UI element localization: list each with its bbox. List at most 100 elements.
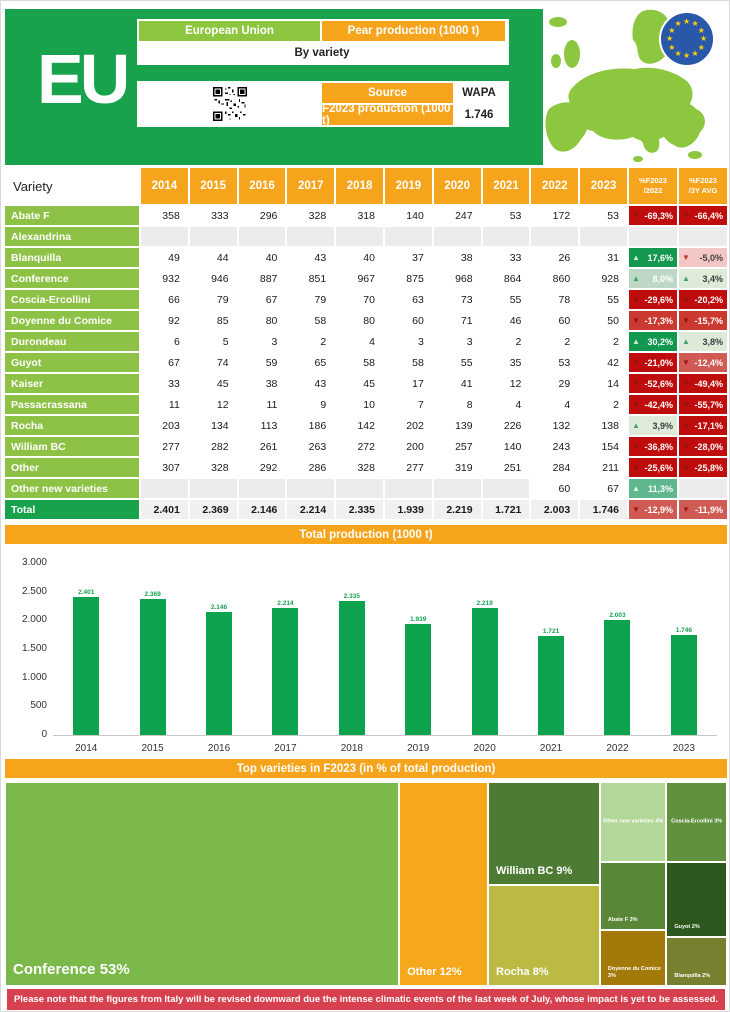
y-axis-tick: 2.500 [21, 585, 47, 597]
treemap-block: Other new varieties 4% [599, 782, 667, 862]
star-icon: ★ [666, 34, 674, 43]
row-label: Doyenne du Comice [5, 311, 139, 330]
value-cell: 2.369 [189, 500, 237, 519]
pct-change-cell: ▼ -15,7% [678, 311, 727, 330]
bar [471, 607, 498, 735]
value-cell: 50 [580, 311, 627, 330]
treemap-block-label: Rocha 8% [496, 966, 549, 979]
pct-change-cell: ▼ -25,8% [678, 458, 727, 477]
row-label: Total [5, 500, 139, 519]
value-cell: 2.219 [433, 500, 481, 519]
value-cell: 2.146 [238, 500, 286, 519]
value-cell: 292 [238, 458, 286, 477]
x-axis-labels: 2014 2015 2016 2017 2018 2019 2020 2021 2022 2023 [53, 743, 717, 754]
column-header-year: 2020 [433, 168, 481, 204]
star-icon: ★ [683, 51, 691, 60]
value-cell [433, 479, 481, 498]
pct-change-cell [678, 227, 727, 246]
up-arrow-icon: ▲ [631, 253, 640, 262]
value-cell [287, 479, 335, 498]
value-cell: 63 [384, 290, 432, 309]
treemap-block-label: Other new varieties 4% [603, 818, 664, 825]
value-cell: 932 [141, 269, 188, 288]
treemap-block-label: Blanquilla 2% [674, 973, 711, 980]
footer-note: Please note that the figures from Italy … [7, 989, 725, 1010]
pct-change-cell: ▼ -11,9% [678, 500, 727, 519]
value-cell: 202 [384, 416, 432, 435]
value-cell: 3 [238, 332, 286, 351]
treemap-block: Conference 53% [5, 782, 400, 986]
down-arrow-icon: ▼ [681, 316, 690, 325]
pct-value: -5,0% [699, 252, 723, 263]
x-axis-label: 2021 [539, 743, 563, 754]
value-cell: 1.721 [482, 500, 530, 519]
value-cell: 318 [336, 206, 383, 225]
row-label: Abate F [5, 206, 139, 225]
value-cell: 2.335 [336, 500, 383, 519]
row-label: Kaiser [5, 374, 139, 393]
pct-value: -21,0% [644, 357, 673, 368]
down-arrow-icon: ▼ [631, 358, 640, 367]
value-cell: 70 [336, 290, 383, 309]
treemap-block: Blanquilla 2% [666, 937, 727, 986]
y-axis-tick: 500 [30, 700, 47, 712]
value-cell: 11 [141, 395, 188, 414]
treemap-block-label: Conference 53% [13, 961, 130, 979]
value-cell: 49 [141, 248, 188, 267]
bar-column: 2.214 [252, 563, 318, 735]
value-cell: 37 [384, 248, 432, 267]
value-cell [141, 227, 188, 246]
value-cell: 138 [580, 416, 627, 435]
treemap-block: Doyenne du Comice 3% [599, 929, 667, 986]
value-cell [189, 479, 237, 498]
down-arrow-icon: ▼ [631, 316, 640, 325]
value-cell: 26 [531, 248, 579, 267]
value-cell: 3 [433, 332, 481, 351]
down-arrow-icon: ▼ [631, 442, 640, 451]
value-cell: 41 [433, 374, 481, 393]
y-axis-tick: 3.000 [21, 557, 47, 568]
star-icon: ★ [668, 25, 676, 35]
bar-value-label: 2.219 [476, 599, 493, 607]
value-cell: 17 [384, 374, 432, 393]
bar-column: 2.003 [584, 563, 650, 735]
value-cell [384, 227, 432, 246]
value-cell: 134 [189, 416, 237, 435]
row-label: Blanquilla [5, 248, 139, 267]
pct-value: -29,6% [644, 294, 673, 305]
treemap-block-label: Guyot 2% [674, 924, 700, 931]
value-cell: 154 [580, 437, 627, 456]
value-cell: 67 [141, 353, 188, 372]
bar-value-label: 2.003 [609, 612, 626, 620]
bar-value-label: 2.146 [210, 603, 228, 611]
bar-chart: 3.000 2.500 2.000 1.500 1.000 500 0 2.401 2.369 2… [5, 547, 727, 755]
bar-value-label: 1.746 [675, 626, 692, 634]
value-cell: 2 [531, 332, 579, 351]
column-header-year: 2016 [238, 168, 286, 204]
pct-value: -25,6% [644, 462, 673, 473]
column-header-year: 2019 [384, 168, 432, 204]
value-cell: 2.214 [287, 500, 335, 519]
pct-change-cell: ▼ -55,7% [678, 395, 727, 414]
value-cell: 46 [482, 311, 530, 330]
value-cell: 2 [580, 332, 627, 351]
bar-column: 2.335 [319, 563, 385, 735]
value-cell: 328 [287, 206, 335, 225]
down-arrow-icon: ▼ [681, 211, 690, 220]
value-cell [141, 479, 188, 498]
value-cell: 71 [433, 311, 481, 330]
row-label: Conference [5, 269, 139, 288]
value-cell: 1.939 [384, 500, 432, 519]
value-cell [580, 227, 627, 246]
column-header-variety: Variety [5, 168, 139, 204]
bar-value-label: 2.214 [277, 600, 294, 608]
value-cell: 140 [384, 206, 432, 225]
pct-change-cell: ▲ 11,3% [628, 479, 677, 498]
pct-change-cell: ▼ -69,3% [628, 206, 677, 225]
pct-change-cell: ▼ -66,4% [678, 206, 727, 225]
value-cell: 33 [141, 374, 188, 393]
pct-value: -11,9% [694, 504, 723, 515]
value-cell: 247 [433, 206, 481, 225]
f2023-value: 1.746 [455, 105, 503, 125]
